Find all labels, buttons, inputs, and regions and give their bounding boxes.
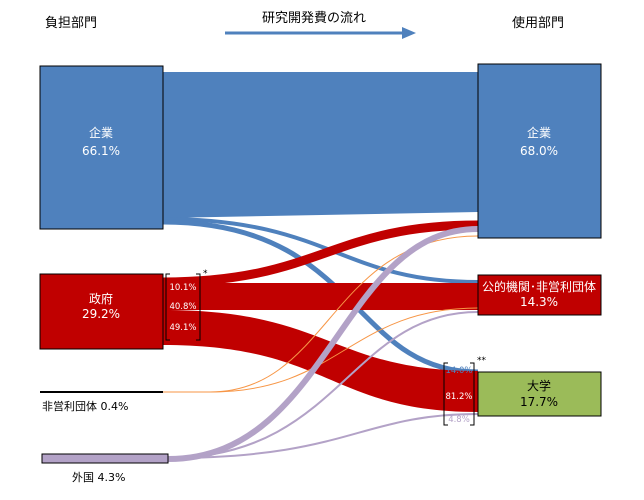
source-gov-box [39, 273, 164, 350]
univ-breakdown-corp: 14.0% [445, 366, 472, 376]
use-univ-pct: 17.7% [520, 395, 558, 409]
flow-foreign-to-univ [167, 413, 479, 459]
flow-corp-to-corp [163, 72, 478, 218]
use-univ-name: 大学 [527, 378, 551, 393]
flow-npo-to-public [209, 307, 479, 393]
gov-note-marker: * [203, 269, 208, 279]
flow-gov-to-public [163, 283, 478, 310]
source-sector-header: 負担部門 [45, 16, 97, 31]
source-gov-name: 政府 [89, 291, 113, 306]
use-corp-box [477, 63, 602, 239]
source-corp-box [39, 65, 164, 230]
gov-breakdown-corp: 10.1% [169, 283, 196, 293]
univ-note-marker: ** [477, 356, 487, 366]
source-foreign-box [41, 453, 169, 464]
source-npo-label: 非営利団体 0.4% [42, 399, 128, 413]
source-gov-pct: 29.2% [82, 307, 120, 321]
source-corp-pct: 66.1% [82, 144, 120, 158]
use-public-box [477, 274, 602, 316]
source-corp-name: 企業 [89, 125, 113, 140]
gov-breakdown-univ: 49.1% [169, 323, 196, 333]
gov-breakdown-public: 40.8% [169, 302, 196, 312]
gov-breakdown-bracket [165, 273, 201, 341]
flow-foreign-to-corp [167, 226, 479, 462]
source-foreign-label: 外国 4.3% [72, 471, 125, 484]
flow-foreign-to-public [167, 311, 479, 459]
univ-breakdown-foreign: 4.8% [448, 415, 470, 425]
flow-gov-to-corp [162, 220, 479, 287]
flow-header: 研究開発費の流れ [262, 11, 366, 26]
use-corp-name: 企業 [527, 125, 551, 140]
use-public-name: 公的機関･非営利団体 [482, 279, 596, 294]
use-public-pct: 14.3% [520, 295, 558, 309]
univ-breakdown-bracket [443, 362, 475, 426]
use-corp-pct: 68.0% [520, 144, 558, 158]
use-univ-box [477, 371, 602, 417]
use-sector-header: 使用部門 [512, 15, 564, 31]
univ-breakdown-gov: 81.2% [445, 392, 472, 402]
flow-arrow-icon [225, 27, 416, 39]
